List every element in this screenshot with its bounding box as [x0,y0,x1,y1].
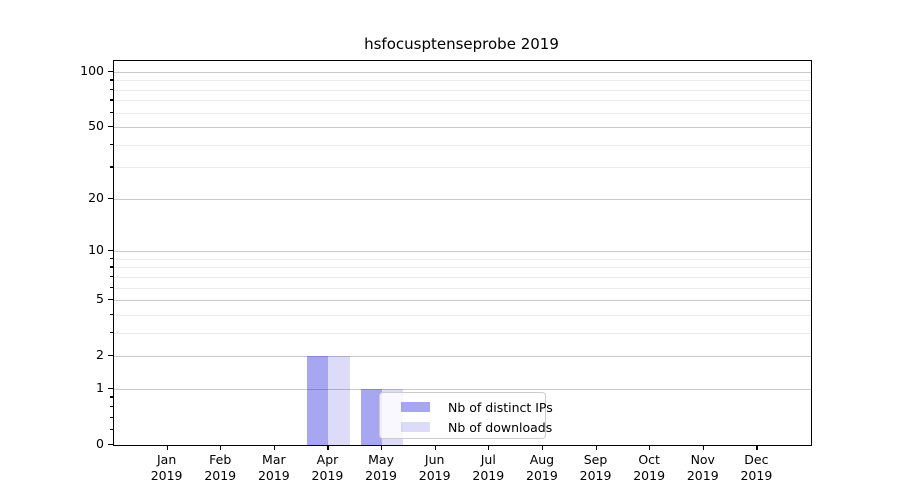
y-tick-label: 20 [88,189,104,205]
gridline-major [114,198,811,200]
x-tick [756,445,758,450]
y-tick [108,197,113,200]
x-tick [166,445,168,450]
y-tick [108,126,113,128]
y-minor-tick [110,406,113,408]
x-tick [595,445,597,450]
gridline-major [114,251,811,253]
y-minor-tick [110,396,113,398]
gridline-minor [114,267,811,269]
x-tick-label: Sep 2019 [579,452,612,483]
y-minor-tick [110,313,113,316]
x-tick-label: Jun 2019 [418,452,451,483]
y-minor-tick [110,111,113,113]
gridline-major [114,127,811,129]
x-tick-label: May 2019 [365,452,397,483]
y-tick-label: 100 [80,63,104,78]
y-tick [108,355,113,357]
x-tick-label: Oct 2019 [633,452,666,483]
y-tick-label: 0 [96,436,104,451]
y-minor-tick [110,275,113,278]
x-tick-label: Aug 2019 [526,452,558,483]
legend-item: Nb of distinct IPs [380,397,553,417]
gridline-minor [114,314,811,316]
y-minor-tick [110,99,113,101]
bar [360,388,383,445]
gridline-minor [114,167,811,169]
gridline-minor [114,332,811,334]
x-tick-label: Apr 2019 [311,452,344,483]
y-minor-tick [110,416,113,418]
legend-item: Nb of downloads [380,417,552,437]
y-tick [108,444,113,446]
x-tick [273,445,276,450]
y-tick-label: 5 [96,291,104,307]
gridline-major [114,388,811,390]
gridline-minor [114,89,811,91]
y-tick-label: 10 [88,242,104,258]
y-tick-label: 2 [96,347,104,363]
x-tick [220,445,222,450]
x-tick [434,445,436,450]
gridline-major [114,72,811,73]
y-minor-tick [110,257,113,260]
gridline-minor [114,276,811,278]
legend: Nb of distinct IPs Nb of downloads [379,392,553,439]
y-minor-tick [110,331,113,334]
x-tick-label: Jan 2019 [150,452,183,483]
x-tick-label: Mar 2019 [257,452,290,483]
gridline-minor [114,287,811,289]
x-tick-label: Dec 2019 [740,452,773,483]
x-tick-label: Nov 2019 [686,452,719,483]
y-minor-tick [110,429,113,431]
bar [328,356,350,445]
legend-label: Nb of distinct IPs [448,399,553,415]
y-minor-tick [110,266,113,268]
y-tick [108,387,113,390]
x-tick-label: Jul 2019 [472,452,505,483]
plot-area [113,60,812,446]
legend-swatch [401,422,430,432]
y-minor-tick [110,79,113,81]
y-tick [108,71,113,73]
gridline-minor [114,100,811,102]
chart-title: hsfocusptenseprobe 2019 [364,35,559,53]
x-tick [381,445,383,450]
x-tick [702,445,704,450]
legend-swatch [401,402,430,412]
y-minor-tick [110,286,113,288]
x-tick [541,445,544,450]
bar [307,356,329,445]
gridline-minor [114,258,811,260]
y-tick [108,299,113,301]
gridline-minor [114,112,811,114]
x-tick-label: Feb 2019 [204,452,237,483]
gridline-minor [114,80,811,82]
y-tick [108,250,113,252]
y-minor-tick [110,143,113,146]
x-tick [649,445,651,450]
y-tick-label: 1 [96,379,104,395]
gridline-major [114,356,811,358]
y-minor-tick [110,166,113,168]
gridline-major [114,300,811,302]
x-tick [327,445,329,450]
legend-label: Nb of downloads [448,419,553,435]
x-tick [488,445,490,450]
y-minor-tick [110,88,113,91]
y-tick-label: 50 [88,118,104,134]
gridline-minor [114,144,811,146]
